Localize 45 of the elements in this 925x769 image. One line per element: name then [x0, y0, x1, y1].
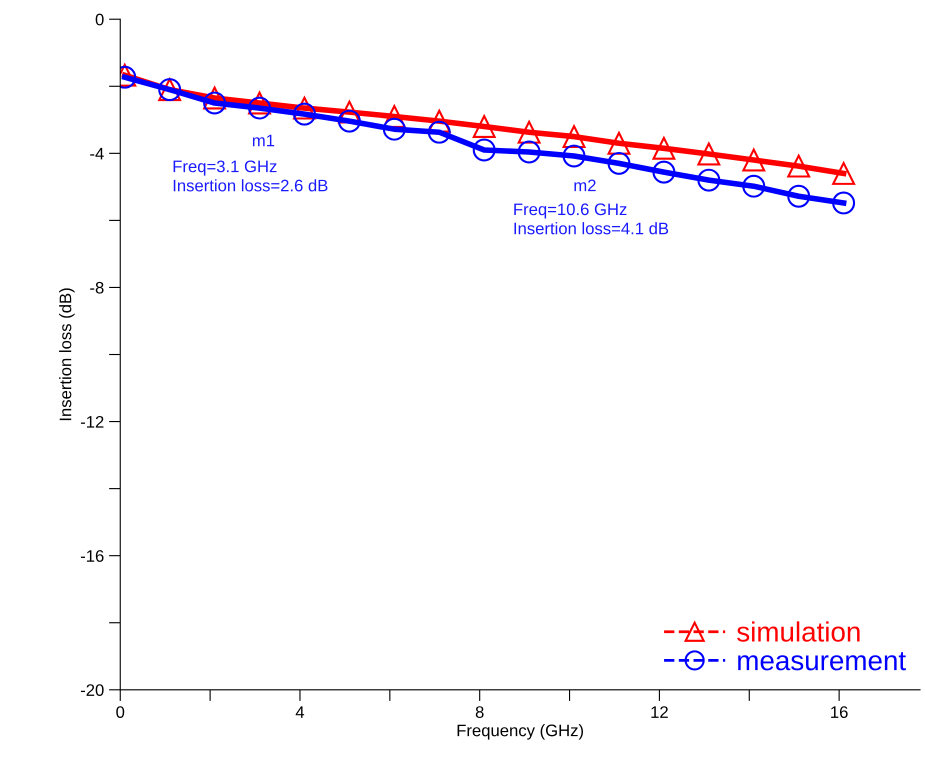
- annotation: m1: [252, 134, 274, 146]
- point: [608, 152, 630, 175]
- point: [248, 96, 271, 120]
- point: [652, 136, 676, 160]
- y-tick-label: -16: [80, 550, 104, 562]
- y-tick-label: -20: [80, 684, 104, 696]
- point: [742, 174, 766, 198]
- x-tick-label: 4: [296, 706, 304, 718]
- point: [562, 125, 586, 148]
- point: [382, 118, 406, 141]
- point: [608, 132, 630, 155]
- point: [742, 148, 766, 172]
- point: [652, 160, 676, 184]
- y-tick-label: -4: [90, 148, 104, 160]
- y-tick-label: 0: [96, 14, 104, 26]
- x-axis-title: Frequency (GHz): [458, 724, 583, 740]
- legend-label: measurement: [738, 652, 906, 670]
- point: [248, 92, 271, 115]
- point: [472, 115, 496, 138]
- y-axis-title: Insertion loss (dB): [59, 288, 75, 420]
- point: [203, 86, 226, 110]
- y-tick-label: -12: [80, 416, 104, 428]
- point: [472, 138, 496, 162]
- point: [518, 140, 541, 164]
- x-tick-label: 16: [831, 706, 848, 718]
- y-tick-label: -8: [90, 282, 104, 294]
- annotation: Freq=3.1 GHz Insertion loss=2.6 dB: [174, 160, 328, 192]
- point: [832, 162, 856, 185]
- point: [338, 110, 361, 133]
- point: [787, 184, 810, 208]
- point: [697, 168, 720, 192]
- legend-label: simulation: [737, 621, 860, 642]
- point: [832, 192, 856, 214]
- point: [697, 142, 720, 166]
- annotation: Freq=10.6 GHz Insertion loss=4.1 dB: [514, 203, 668, 234]
- point: [562, 144, 586, 168]
- annotation: m2: [574, 180, 596, 192]
- x-tick-label: 12: [651, 706, 668, 718]
- point: [518, 120, 541, 144]
- point: [293, 102, 316, 126]
- x-tick-label: 0: [116, 706, 124, 718]
- point: [203, 92, 226, 115]
- point: [428, 120, 451, 144]
- x-tick-label: 8: [476, 706, 484, 718]
- point: [787, 154, 810, 178]
